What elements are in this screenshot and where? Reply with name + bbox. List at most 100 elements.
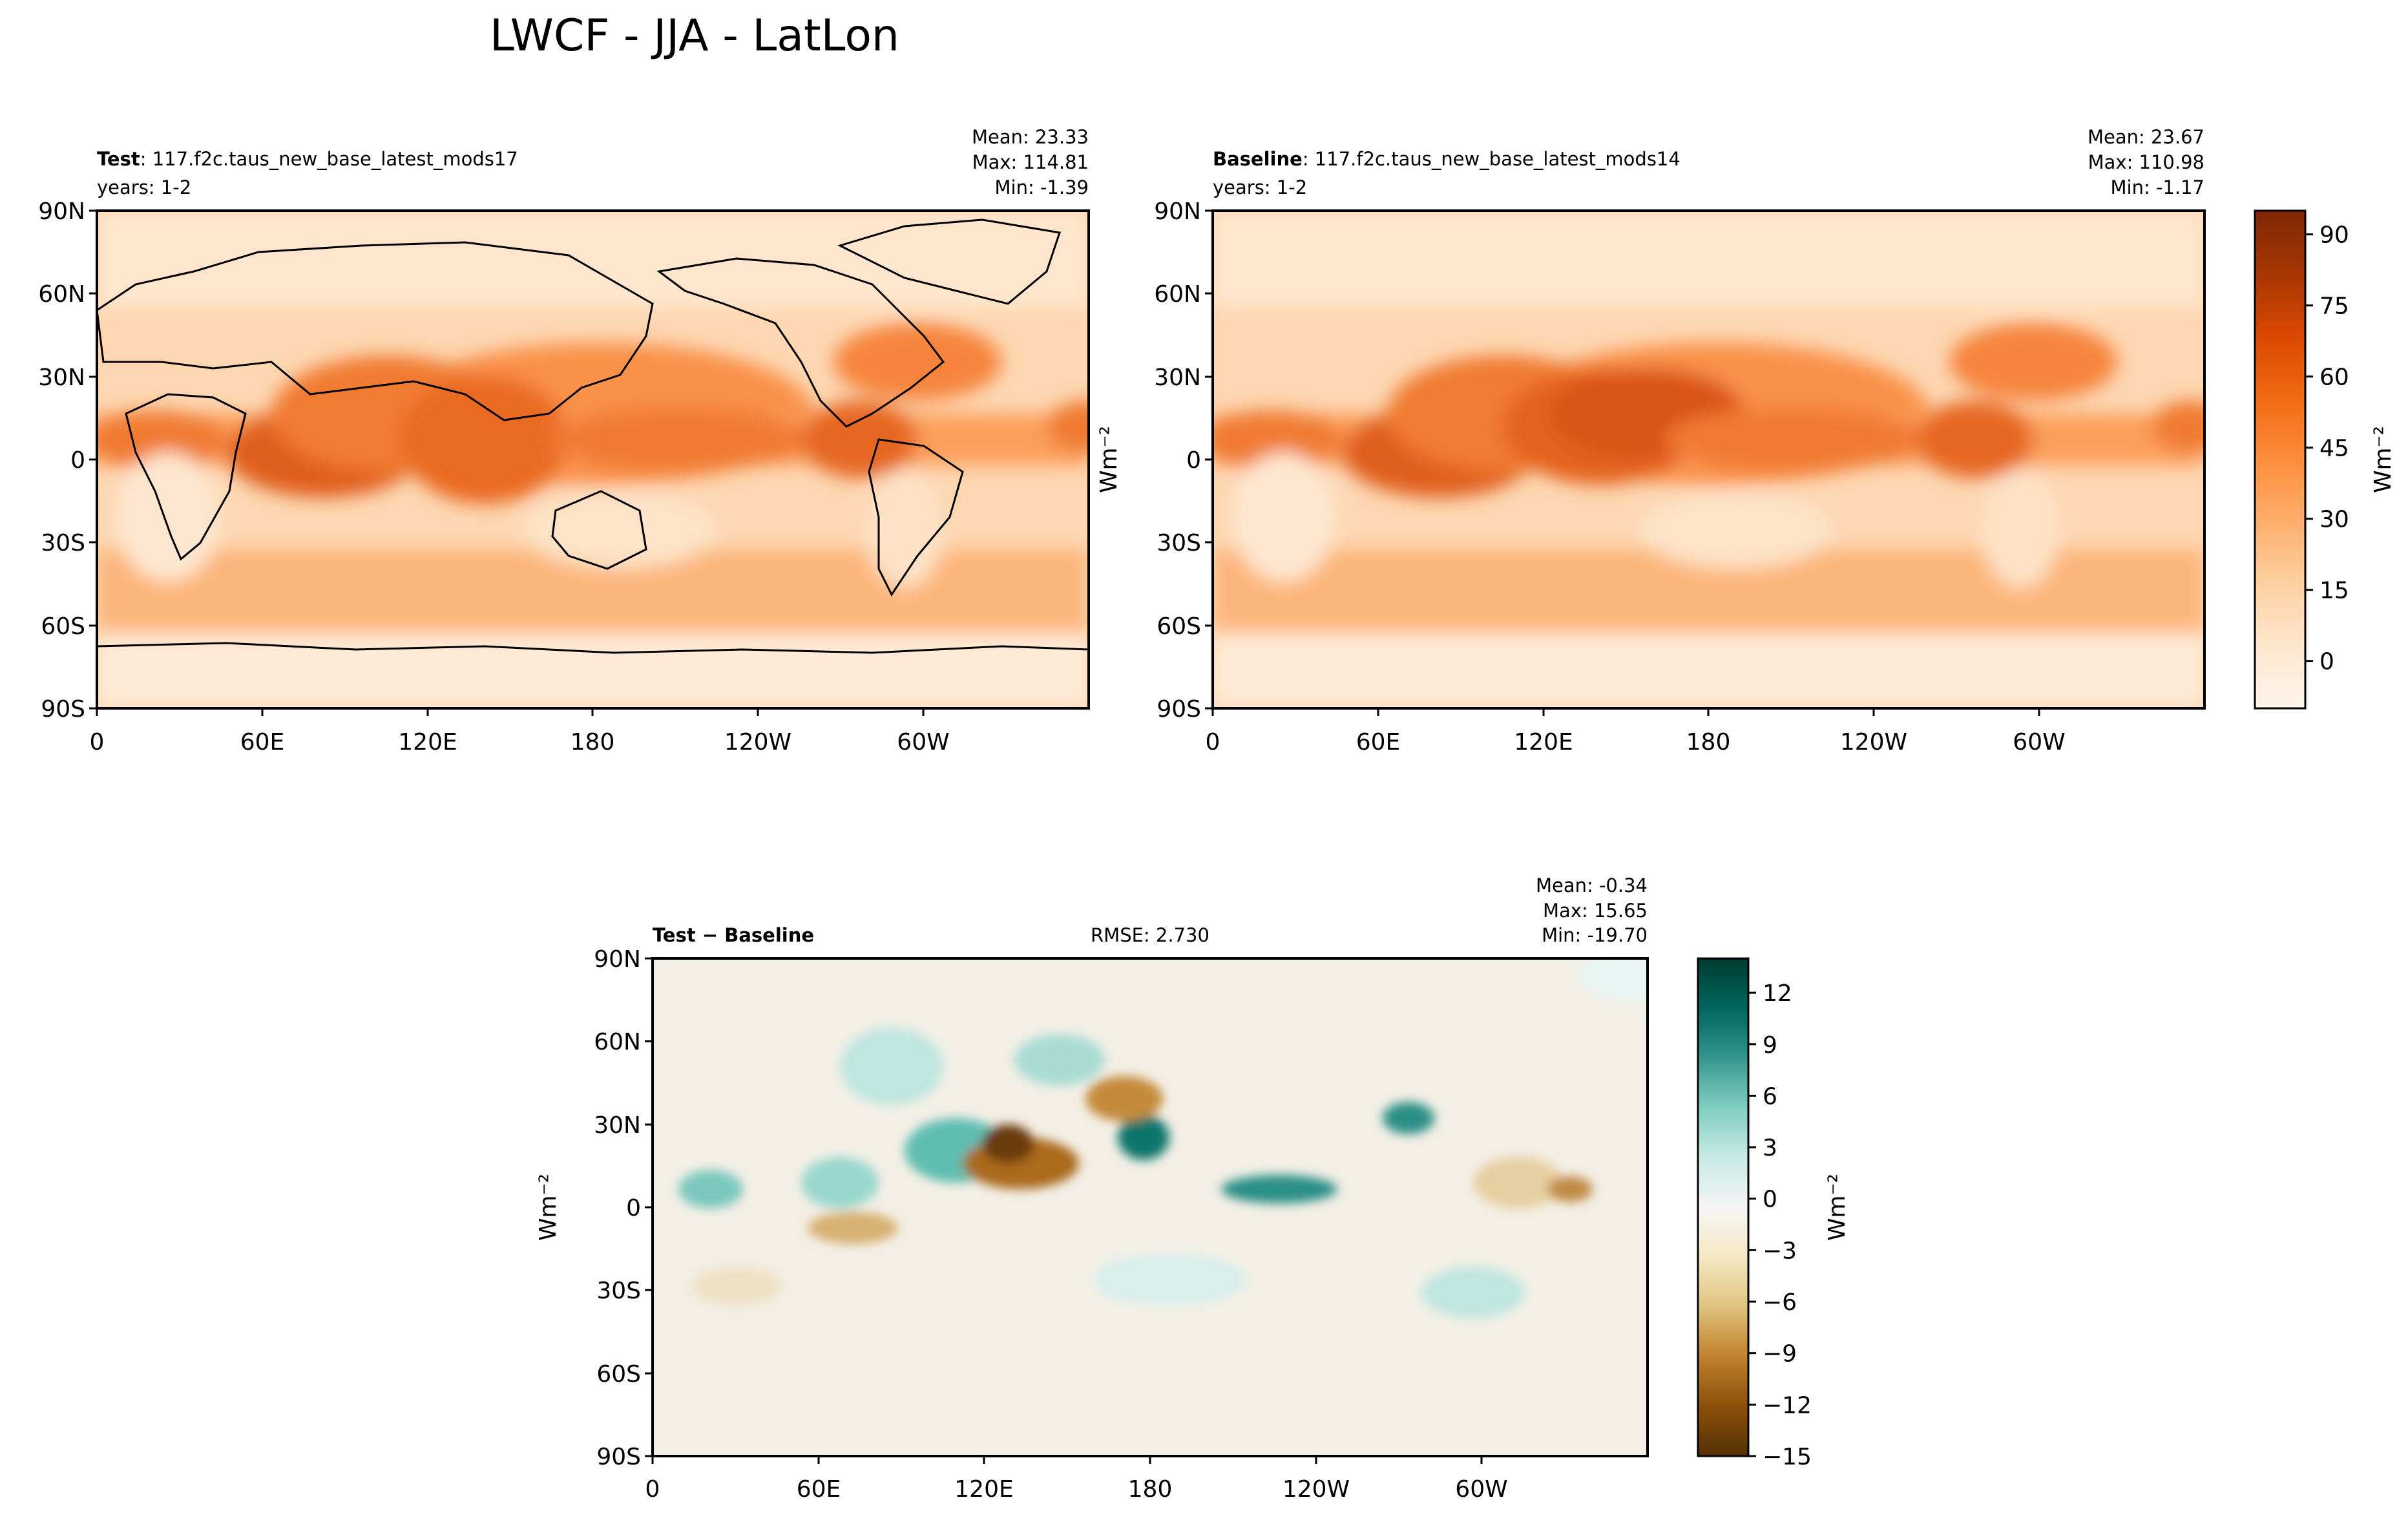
x-tick-label: 60W (2013, 729, 2065, 756)
x-tick-label: 120E (398, 729, 457, 756)
y-tick-label: 60S (41, 613, 85, 640)
x-tick-label: 120W (724, 729, 791, 756)
test-x-ticks: 0 60E 120E 180 120W 60W (90, 729, 950, 756)
baseline-ylabel: Wm⁻² (1096, 426, 1122, 493)
y-tick-label: 30S (41, 530, 85, 556)
y-tick-label: 0 (1186, 447, 1201, 474)
diff-stat-mean: Mean: -0.34 (1536, 874, 1648, 896)
top-colorbar-ticks: 90 75 60 45 30 15 0 (2305, 222, 2349, 675)
bottom-colorbar-gradient (1697, 957, 1750, 1457)
diff-stat-max: Max: 15.65 (1543, 900, 1648, 922)
test-label-rest: : 117.f2c.taus_new_base_latest_mods17 (140, 148, 518, 170)
test-map-field (97, 211, 1089, 708)
y-tick-label: 30N (38, 365, 85, 391)
baseline-label: Baseline: 117.f2c.taus_new_base_latest_m… (1213, 148, 1680, 170)
y-tick-label: 90S (1157, 696, 1201, 723)
x-tick-label: 120E (954, 1476, 1013, 1503)
y-tick-label: 90S (596, 1444, 641, 1470)
x-tick-label: 180 (571, 729, 615, 756)
top-colorbar-gradient (2254, 209, 2307, 710)
x-tick-label: 60W (1455, 1476, 1507, 1503)
diff-map-field (653, 958, 1648, 1456)
x-tick-label: 60E (240, 729, 285, 756)
y-tick-label: 90N (1154, 198, 1201, 225)
top-colorbar: 90 75 60 45 30 15 0 Wm⁻² (2254, 209, 2396, 710)
y-tick-label: 0 (626, 1195, 641, 1221)
colorbar-tick-label: 60 (2319, 365, 2349, 391)
y-tick-label: 60S (1157, 613, 1201, 640)
x-tick-label: 120E (1514, 729, 1573, 756)
x-tick-label: 60E (1356, 729, 1401, 756)
test-stat-min: Min: -1.39 (995, 176, 1089, 198)
y-tick-label: 60S (596, 1361, 641, 1388)
colorbar-tick-label: 9 (1763, 1032, 1777, 1059)
y-tick-label: 90S (41, 696, 85, 723)
x-tick-label: 180 (1128, 1476, 1173, 1503)
baseline-y-ticks: 90N 60N 30N 0 30S 60S 90S (1154, 198, 1201, 723)
bottom-colorbar: 12 9 6 3 0 −3 −6 −9 −12 −15 Wm⁻² (1697, 957, 1850, 1470)
colorbar-tick-label: 6 (1763, 1083, 1777, 1110)
baseline-label-rest: : 117.f2c.taus_new_base_latest_mods14 (1303, 148, 1680, 170)
x-tick-label: 0 (1206, 729, 1220, 756)
colorbar-tick-label: −12 (1763, 1392, 1812, 1419)
test-stat-max: Max: 114.81 (972, 151, 1089, 173)
x-tick-label: 0 (90, 729, 105, 756)
test-stat-mean: Mean: 23.33 (972, 126, 1089, 148)
test-panel: Test: 117.f2c.taus_new_base_latest_mods1… (38, 126, 1090, 756)
colorbar-tick-label: 0 (2319, 649, 2334, 675)
y-tick-label: 60N (594, 1029, 641, 1055)
bottom-colorbar-label: Wm⁻² (1824, 1174, 1850, 1241)
x-tick-label: 60W (897, 729, 949, 756)
colorbar-tick-label: −6 (1763, 1289, 1797, 1316)
baseline-stat-max: Max: 110.98 (2088, 151, 2204, 173)
colorbar-tick-label: 15 (2319, 578, 2349, 604)
bottom-colorbar-ticks: 12 9 6 3 0 −3 −6 −9 −12 −15 (1748, 980, 1812, 1470)
x-tick-label: 120W (1840, 729, 1907, 756)
top-colorbar-label: Wm⁻² (2370, 426, 2396, 493)
y-tick-label: 60N (38, 281, 85, 308)
colorbar-tick-label: 12 (1763, 980, 1792, 1007)
x-tick-label: 0 (645, 1476, 660, 1503)
y-tick-label: 0 (70, 447, 85, 474)
baseline-map-field (1213, 211, 2204, 708)
test-coastlines (97, 218, 1089, 654)
x-tick-label: 120W (1283, 1476, 1350, 1503)
baseline-label-bold: Baseline (1213, 148, 1303, 170)
difference-panel: Test − Baseline RMSE: 2.730 Mean: -0.34 … (535, 874, 1649, 1503)
diff-x-ticks: 0 60E 120E 180 120W 60W (645, 1476, 1508, 1503)
colorbar-tick-label: 90 (2319, 222, 2349, 249)
baseline-stat-mean: Mean: 23.67 (2088, 126, 2204, 148)
colorbar-tick-label: −3 (1763, 1238, 1797, 1264)
baseline-years: years: 1-2 (1213, 176, 1307, 198)
test-y-ticks: 90N 60N 30N 0 30S 60S 90S (38, 198, 85, 723)
test-label: Test: 117.f2c.taus_new_base_latest_mods1… (97, 148, 518, 170)
diff-ylabel: Wm⁻² (535, 1174, 561, 1241)
diff-label: Test − Baseline (653, 924, 814, 946)
x-tick-label: 60E (797, 1476, 841, 1503)
colorbar-tick-label: −15 (1763, 1444, 1812, 1470)
y-tick-label: 30N (594, 1112, 641, 1139)
colorbar-tick-label: 75 (2319, 293, 2349, 320)
diff-y-ticks: 90N 60N 30N 0 30S 60S 90S (594, 946, 641, 1470)
y-tick-label: 30S (596, 1278, 641, 1304)
colorbar-tick-label: 0 (1763, 1187, 1777, 1213)
test-years: years: 1-2 (97, 176, 191, 198)
colorbar-tick-label: 45 (2319, 436, 2349, 462)
y-tick-label: 60N (1154, 281, 1201, 308)
figure-title: LWCF - JJA - LatLon (490, 10, 899, 61)
test-label-bold: Test (97, 148, 140, 170)
baseline-panel: Baseline: 117.f2c.taus_new_base_latest_m… (1096, 126, 2206, 756)
x-tick-label: 180 (1686, 729, 1731, 756)
baseline-x-ticks: 0 60E 120E 180 120W 60W (1206, 729, 2066, 756)
diff-stat-min: Min: -19.70 (1542, 924, 1648, 946)
colorbar-tick-label: 30 (2319, 507, 2349, 533)
diff-rmse: RMSE: 2.730 (1091, 924, 1209, 946)
colorbar-tick-label: −9 (1763, 1341, 1797, 1368)
y-tick-label: 30N (1154, 365, 1201, 391)
y-tick-label: 30S (1157, 530, 1201, 556)
colorbar-tick-label: 3 (1763, 1135, 1777, 1161)
y-tick-label: 90N (38, 198, 85, 225)
y-tick-label: 90N (594, 946, 641, 973)
baseline-stat-min: Min: -1.17 (2111, 176, 2204, 198)
